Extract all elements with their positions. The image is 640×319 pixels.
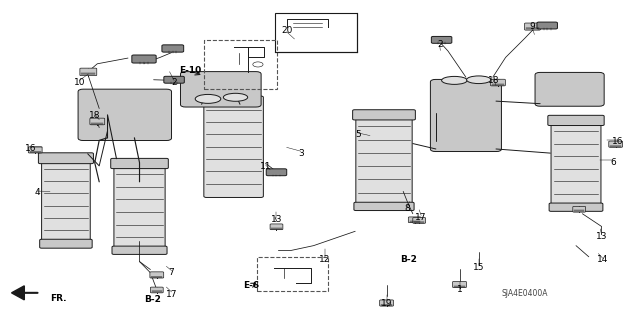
Ellipse shape [223,93,248,101]
Text: 17: 17 [166,290,177,299]
Text: 7: 7 [169,268,174,277]
FancyBboxPatch shape [164,76,184,83]
Text: 8: 8 [404,204,410,213]
FancyBboxPatch shape [111,159,168,168]
FancyBboxPatch shape [548,115,604,126]
Bar [257,257,328,291]
FancyBboxPatch shape [132,55,156,63]
Text: FR.: FR. [50,294,67,303]
Text: 20: 20 [281,26,292,35]
Text: 3: 3 [298,149,303,158]
Ellipse shape [467,76,491,84]
FancyBboxPatch shape [573,206,586,212]
FancyBboxPatch shape [180,72,261,107]
Text: 5: 5 [356,130,361,139]
Text: 17: 17 [415,213,427,222]
FancyBboxPatch shape [551,118,601,208]
FancyBboxPatch shape [150,272,164,278]
FancyBboxPatch shape [204,96,264,197]
Text: 18: 18 [89,111,100,120]
FancyBboxPatch shape [525,23,540,30]
Text: 2: 2 [172,78,177,87]
Text: 4: 4 [35,189,40,197]
Text: 2: 2 [437,40,442,48]
FancyBboxPatch shape [162,45,184,52]
FancyBboxPatch shape [150,287,163,293]
FancyBboxPatch shape [430,79,502,152]
FancyBboxPatch shape [535,72,604,106]
Text: 13: 13 [596,232,607,241]
Text: 9: 9 [530,22,535,31]
Text: 1: 1 [457,285,462,294]
Text: 11: 11 [260,162,271,171]
Bar [275,13,357,52]
FancyBboxPatch shape [353,110,415,120]
Ellipse shape [195,94,221,103]
Text: B-2: B-2 [400,255,417,263]
FancyBboxPatch shape [380,300,394,306]
FancyBboxPatch shape [80,68,97,76]
Text: 10: 10 [74,78,85,87]
Text: 12: 12 [319,255,331,263]
Text: E-6: E-6 [243,281,259,290]
Polygon shape [12,286,24,300]
FancyBboxPatch shape [270,224,283,230]
Text: SJA4E0400A: SJA4E0400A [502,289,548,298]
Bar [204,40,277,89]
FancyBboxPatch shape [356,112,412,207]
FancyBboxPatch shape [78,89,172,140]
Ellipse shape [442,77,467,85]
FancyBboxPatch shape [28,147,42,153]
Text: 15: 15 [473,263,484,272]
FancyBboxPatch shape [431,36,452,43]
Text: 16: 16 [612,137,623,146]
FancyBboxPatch shape [609,141,623,147]
FancyBboxPatch shape [40,239,92,248]
FancyBboxPatch shape [490,79,506,86]
FancyBboxPatch shape [114,161,165,251]
FancyBboxPatch shape [266,169,287,176]
Text: 18: 18 [488,76,500,85]
Text: B-2: B-2 [144,295,161,304]
Text: 6: 6 [611,158,616,167]
FancyBboxPatch shape [42,155,90,244]
Text: 13: 13 [271,215,282,224]
Text: 16: 16 [25,144,36,153]
FancyBboxPatch shape [413,218,426,223]
FancyBboxPatch shape [354,202,414,211]
FancyBboxPatch shape [112,246,167,255]
FancyBboxPatch shape [408,217,421,223]
FancyBboxPatch shape [537,22,557,29]
FancyBboxPatch shape [452,281,467,288]
Text: E-10: E-10 [179,66,202,75]
Text: 14: 14 [597,256,609,264]
Text: 19: 19 [381,299,392,308]
FancyBboxPatch shape [549,203,603,211]
FancyBboxPatch shape [90,118,105,125]
FancyBboxPatch shape [38,153,93,164]
